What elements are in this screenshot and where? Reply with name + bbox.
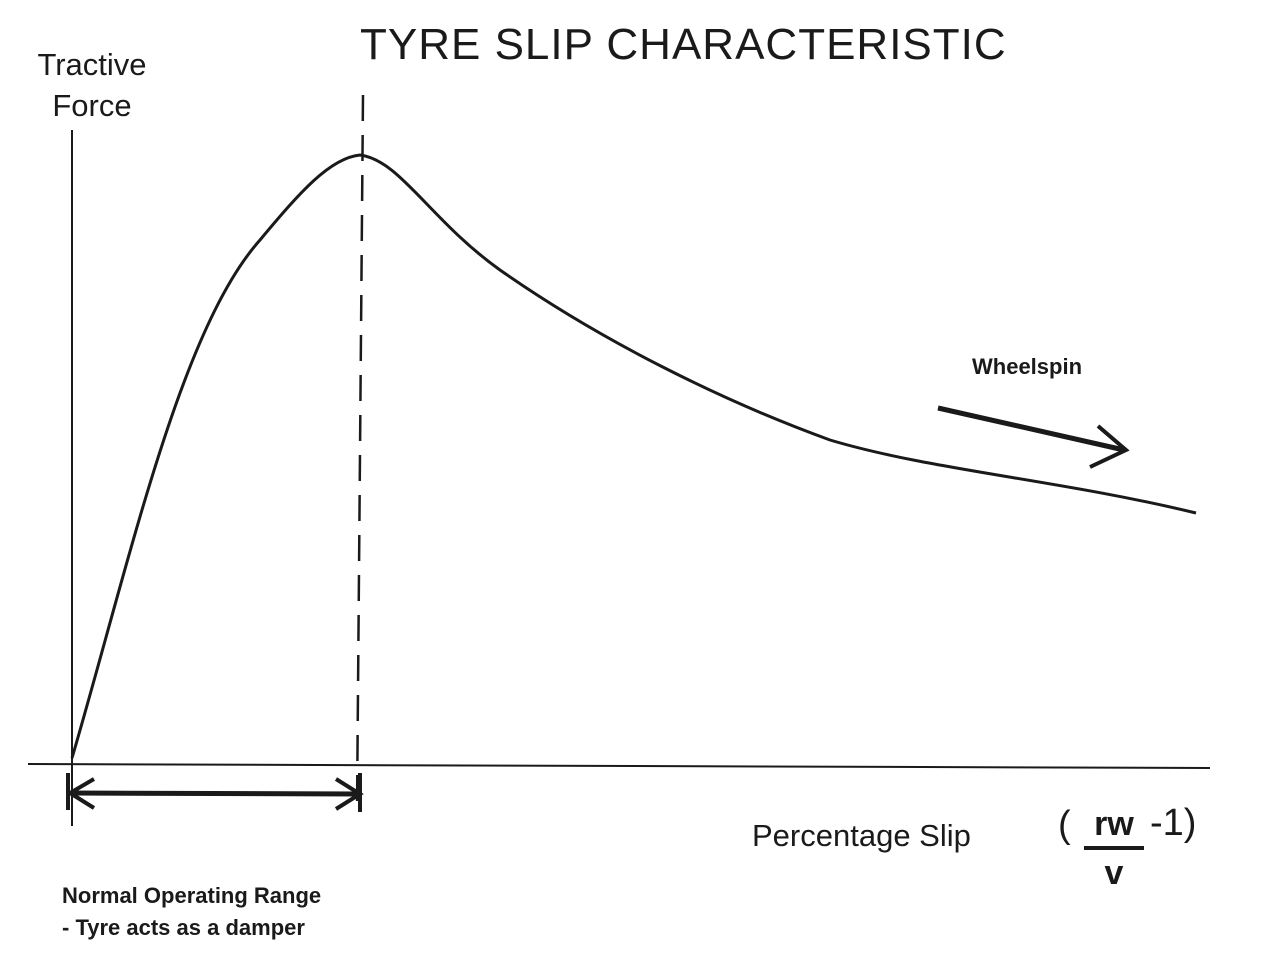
y-axis-label: Tractive Force xyxy=(24,44,160,126)
normal-range-label: Normal Operating Range - Tyre acts as a … xyxy=(62,880,321,944)
range-arrow-left-head xyxy=(66,777,96,810)
wheelspin-label: Wheelspin xyxy=(972,354,1083,379)
formula-fraction-bar xyxy=(1084,846,1144,850)
range-arrow-right-head xyxy=(334,777,364,811)
formula-fraction: rw v xyxy=(1084,804,1144,892)
wheelspin-arrow-head xyxy=(1089,424,1130,469)
wheelspin-arrow-shaft xyxy=(937,405,1125,453)
diagram-title: TYRE SLIP CHARACTERISTIC xyxy=(360,20,1007,69)
x-axis-label: Percentage Slip xyxy=(752,818,971,853)
formula-denominator: v xyxy=(1104,854,1124,892)
formula-suffix: -1) xyxy=(1150,802,1197,844)
normal-range-label-line-2: - Tyre acts as a damper xyxy=(62,915,305,940)
formula-open-paren: ( xyxy=(1058,804,1071,846)
slip-curve xyxy=(70,153,1197,759)
formula-numerator: rw xyxy=(1094,805,1134,843)
peak-dashed-line xyxy=(355,94,365,811)
y-axis-label-line-2: Force xyxy=(52,88,132,123)
range-arrow-shaft xyxy=(69,790,361,797)
y-axis-label-line-1: Tractive xyxy=(37,47,147,82)
normal-range-label-line-1: Normal Operating Range xyxy=(62,883,322,908)
x-axis xyxy=(27,763,1211,769)
